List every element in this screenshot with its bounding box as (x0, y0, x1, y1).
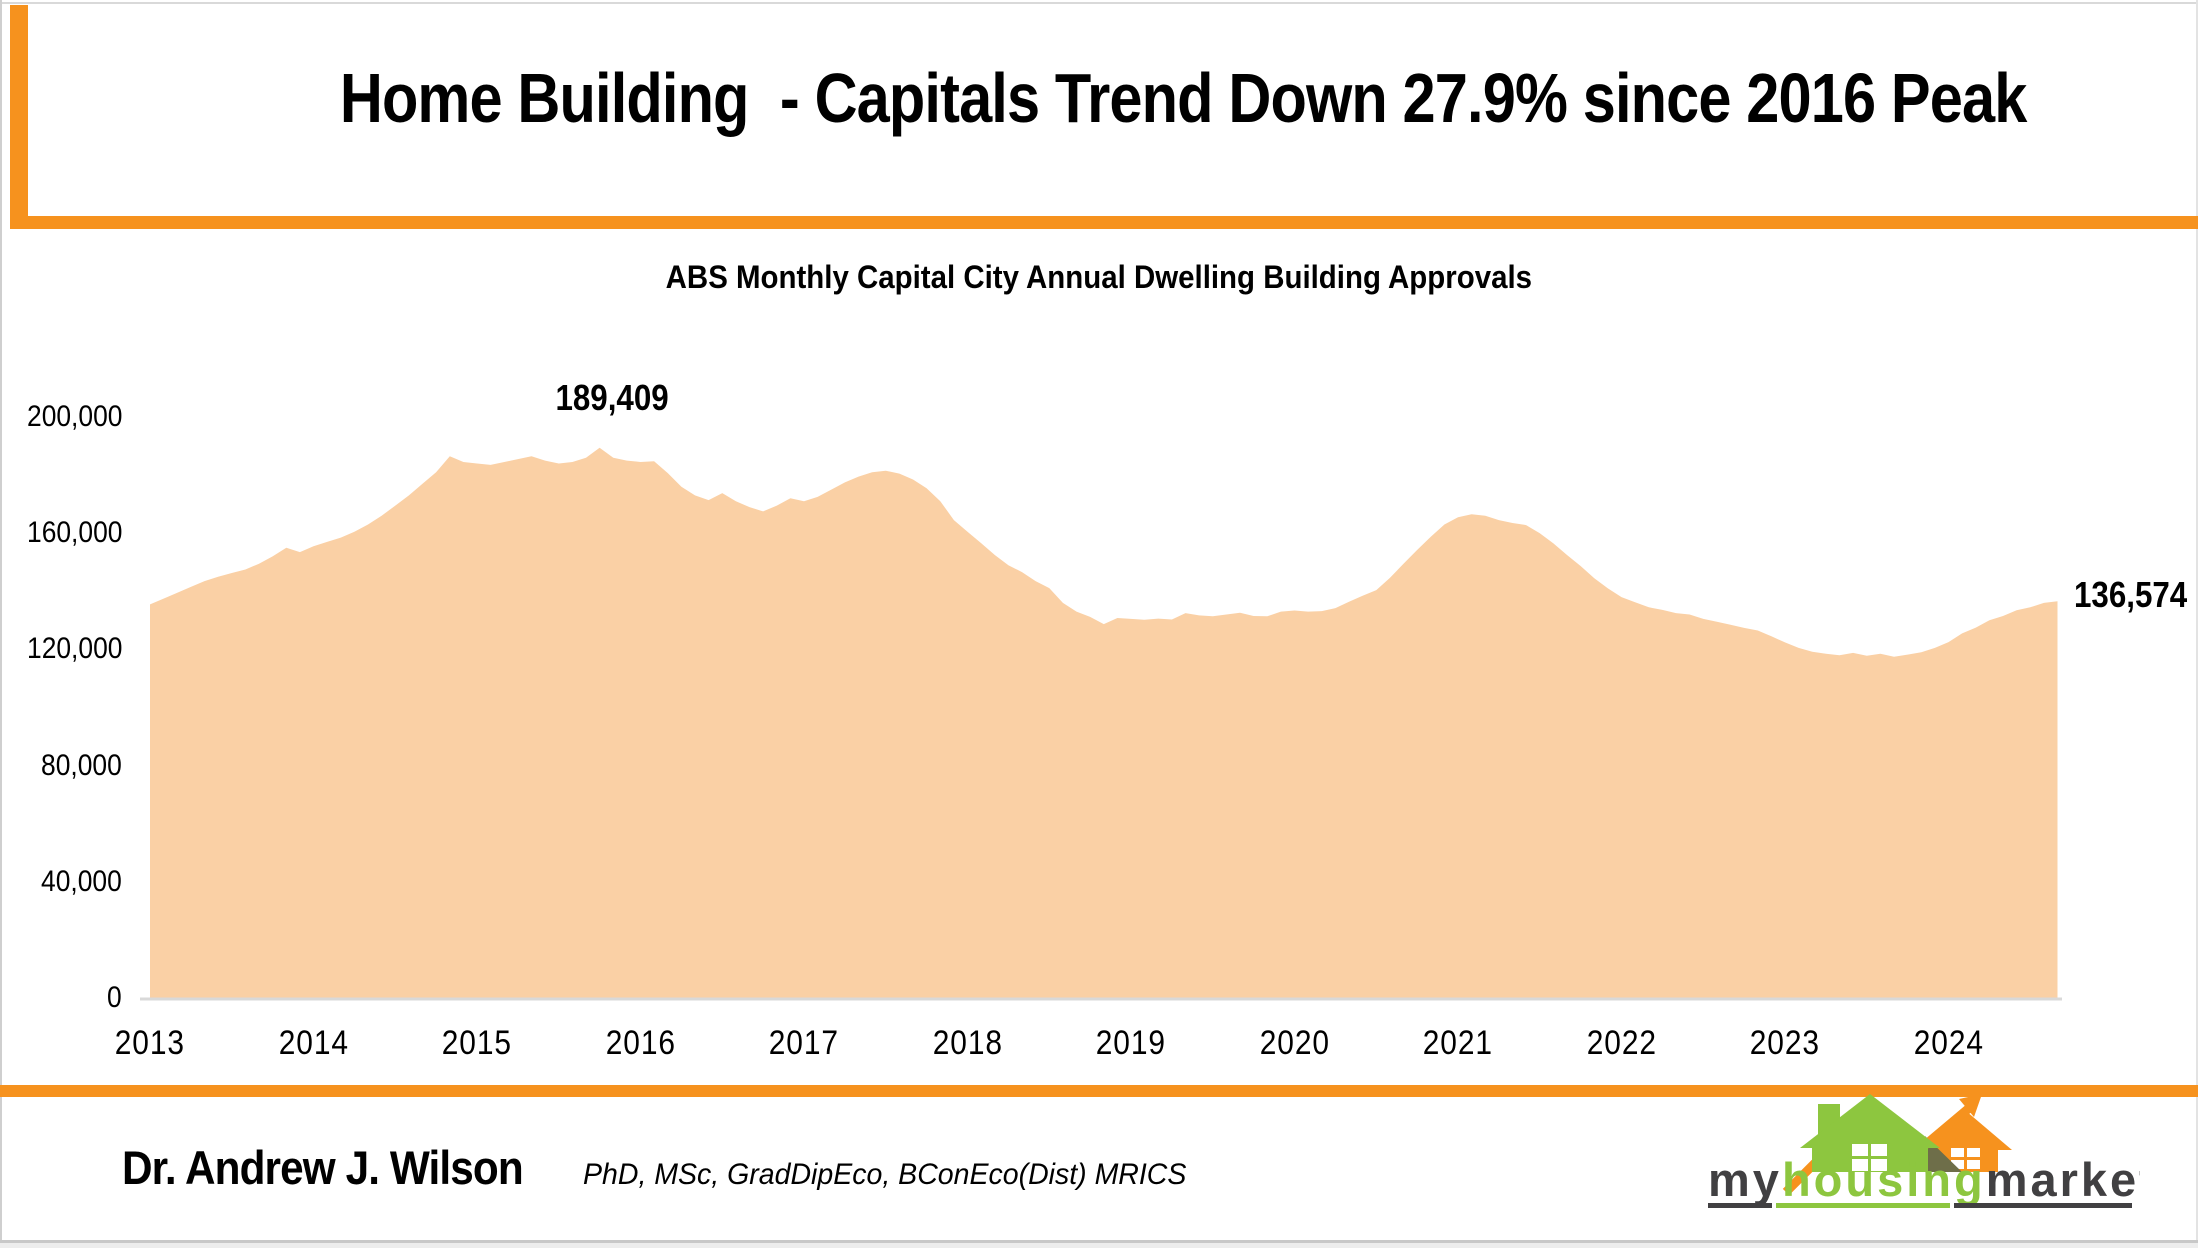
header-accent-underline-bar (10, 216, 2198, 229)
y-tick-label: 0 (107, 981, 122, 1014)
logo-word-housing: housing (1782, 1153, 1986, 1206)
x-tick-label: 2017 (768, 1024, 840, 1062)
x-tick-label: 2022 (1586, 1024, 1657, 1062)
slide-right-edge (2196, 0, 2198, 1248)
logo-underline-my (1708, 1203, 1772, 1208)
logo-underline-housing (1776, 1203, 1950, 1208)
area-series (150, 447, 2058, 998)
author-name: Dr. Andrew J. Wilson (122, 1141, 524, 1194)
chart-title: ABS Monthly Capital City Annual Dwelling… (0, 258, 2198, 296)
slide-bottom-edge (0, 1240, 2198, 1243)
slide-bottom-strip (0, 1243, 2198, 1248)
x-tick-label: 2016 (605, 1024, 676, 1062)
page-title: Home Building - Capitals Trend Down 27.9… (28, 58, 2198, 138)
green-house-icon (1800, 1094, 1940, 1172)
x-tick-label: 2018 (932, 1024, 1003, 1062)
x-tick-label: 2015 (441, 1024, 513, 1062)
slide-top-edge (0, 2, 2198, 4)
header-accent-vertical-bar (10, 5, 28, 229)
x-tick-label: 2013 (114, 1024, 186, 1062)
latest-data-label: 136,574 (2073, 574, 2187, 616)
x-tick-label: 2023 (1749, 1024, 1821, 1062)
author-credentials: PhD, MSc, GradDipEco, BConEco(Dist) MRIC… (583, 1158, 1187, 1191)
slide-left-edge (0, 0, 2, 1248)
myhousingmarket-logo: myhousingmarket (1708, 1094, 2140, 1208)
chart-title-text: ABS Monthly Capital City Annual Dwelling… (665, 259, 1533, 295)
logo-word-my: my (1708, 1153, 1782, 1206)
page-title-text: Home Building - Capitals Trend Down 27.9… (339, 59, 2028, 137)
y-tick-label: 120,000 (26, 632, 122, 666)
x-tick-label: 2019 (1095, 1024, 1167, 1062)
x-tick-label: 2014 (278, 1024, 349, 1062)
x-tick-label: 2024 (1913, 1024, 1984, 1062)
x-tick-label: 2021 (1422, 1024, 1494, 1062)
y-tick-label: 80,000 (41, 748, 122, 782)
peak-data-label: 189,409 (555, 376, 669, 418)
logo-wordmark: myhousingmarket (1708, 1153, 2140, 1206)
y-tick-label: 40,000 (41, 864, 122, 898)
footer-byline: Dr. Andrew J. Wilson PhD, MSc, GradDipEc… (122, 1140, 1218, 1195)
logo-underline-market (1954, 1203, 2132, 1208)
y-tick-label: 160,000 (26, 516, 122, 550)
y-tick-label: 200,000 (26, 400, 122, 433)
x-tick-label: 2020 (1259, 1024, 1330, 1062)
footer-accent-bar (0, 1085, 2198, 1097)
logo-word-market: market (1986, 1153, 2140, 1206)
